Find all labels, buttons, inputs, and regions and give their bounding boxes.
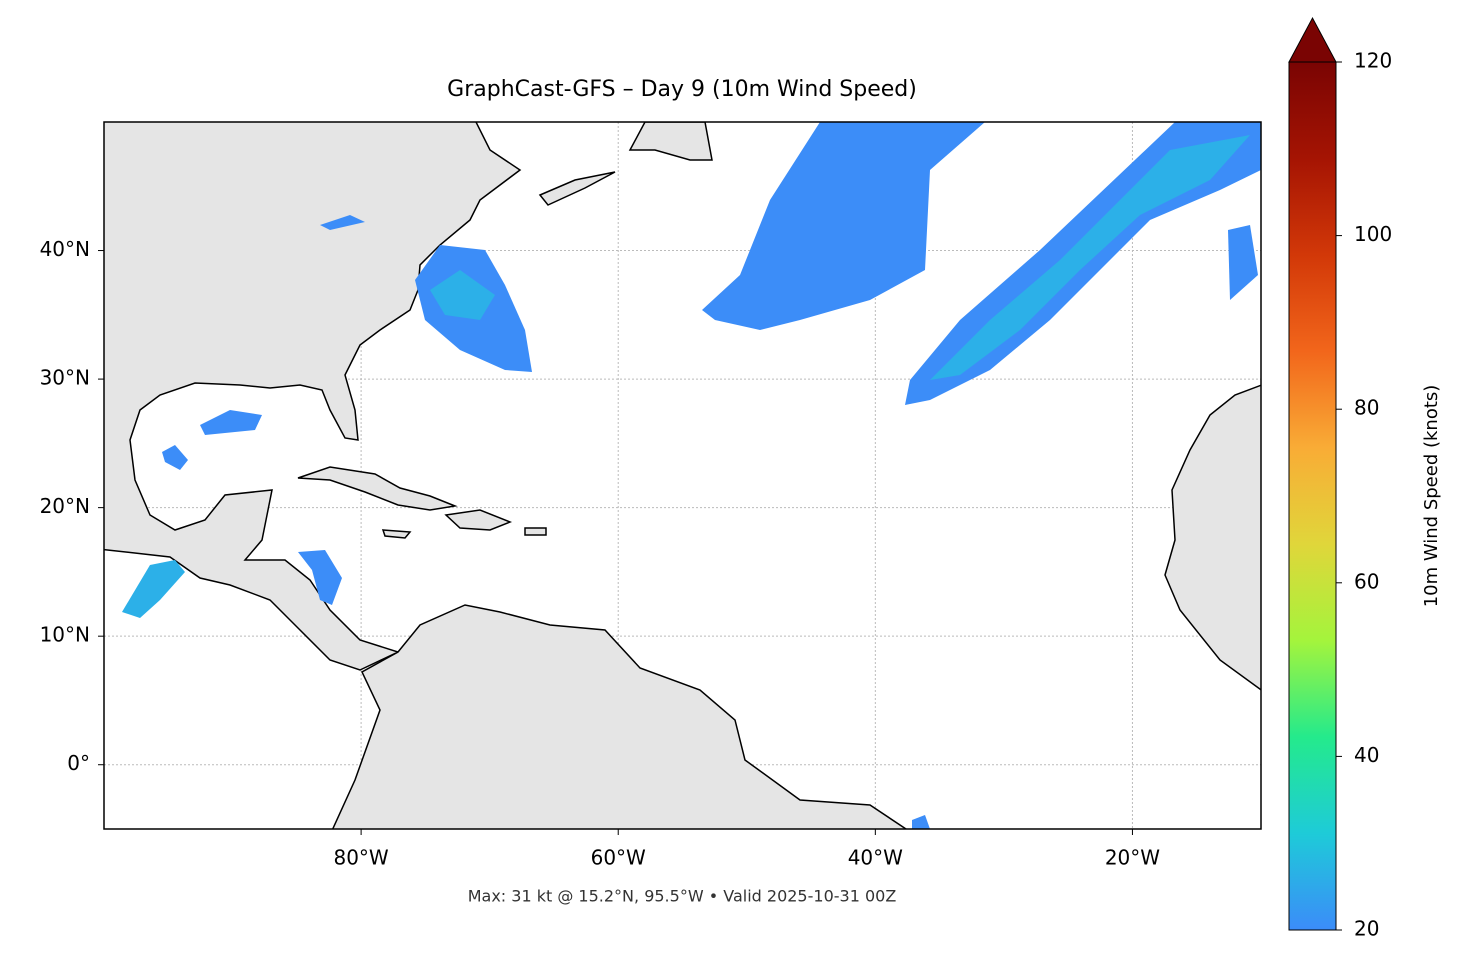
cuba	[297, 466, 458, 511]
nova-scotia	[538, 171, 616, 206]
map	[104, 122, 1261, 829]
newfoundland	[628, 122, 713, 161]
wind-area	[320, 215, 365, 230]
colorbar-tick-label: 80	[1354, 396, 1379, 420]
colorbar-tick-label: 100	[1354, 222, 1392, 246]
colorbar-extend	[1288, 16, 1337, 63]
puerto-rico	[524, 527, 547, 536]
wind-area	[162, 445, 188, 470]
colorbar: 10m Wind Speed (knots) 20 40 60 80 100 120	[1288, 16, 1442, 941]
x-tick-label: 80°W	[333, 846, 388, 870]
colorbar-tick-label: 20	[1354, 917, 1379, 941]
wind-area	[702, 122, 985, 330]
chart-title: GraphCast-GFS – Day 9 (10m Wind Speed)	[447, 77, 917, 102]
wind-area	[1228, 225, 1258, 300]
jamaica	[381, 529, 412, 539]
wind-area	[200, 410, 262, 435]
colorbar-tick-label: 40	[1354, 743, 1379, 767]
y-tick-label: 20°N	[40, 494, 90, 518]
colorbar-label: 10m Wind Speed (knots)	[1421, 385, 1442, 608]
colorbar-tick-label: 120	[1354, 49, 1392, 73]
colorbar-scale	[1288, 61, 1337, 931]
wind-area	[912, 815, 930, 829]
hispaniola	[444, 509, 513, 531]
map-frame	[103, 121, 1262, 830]
y-tick-label: 40°N	[40, 237, 90, 261]
wind-area	[298, 550, 342, 605]
y-tick-label: 10°N	[40, 623, 90, 647]
x-tick-label: 20°W	[1105, 846, 1160, 870]
y-tick-label: 30°N	[40, 366, 90, 390]
y-tick-label: 0°	[67, 751, 90, 775]
colorbar-tick-label: 60	[1354, 569, 1379, 593]
footer-note: Max: 31 kt @ 15.2°N, 95.5°W • Valid 2025…	[468, 887, 897, 906]
wind-core	[930, 135, 1250, 380]
south-america	[331, 604, 908, 829]
x-tick-label: 60°W	[591, 846, 646, 870]
wind-core	[430, 270, 495, 320]
africa	[1164, 384, 1261, 691]
x-tick-label: 40°W	[848, 846, 903, 870]
wind-area	[122, 560, 185, 618]
